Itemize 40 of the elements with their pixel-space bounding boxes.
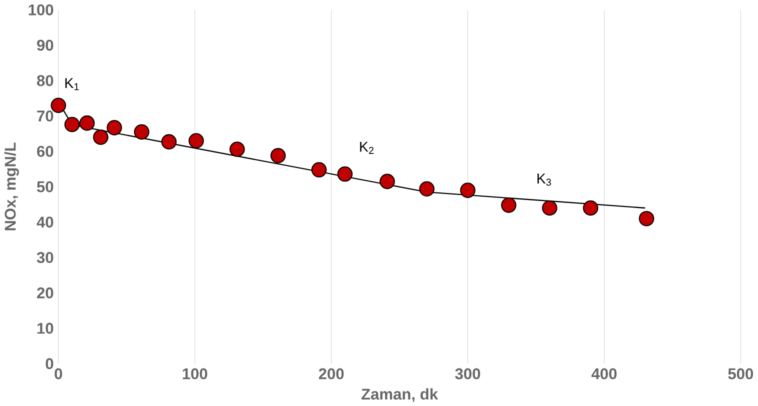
y-tick-label: 40: [36, 216, 54, 228]
point: [106, 120, 122, 136]
x-tick-label: 400: [591, 368, 617, 380]
annotation: K$_{3}$: [538, 174, 551, 186]
point: [134, 124, 150, 140]
point: [188, 132, 204, 148]
annotation: K$_{2}$: [360, 142, 374, 154]
point: [161, 134, 177, 150]
x-tick-label: 500: [728, 368, 754, 380]
y-tick-label: 30: [36, 252, 54, 263]
y-tick-label: 100: [28, 4, 54, 16]
annotation: K$_{1}$: [65, 78, 79, 90]
y-tick-label: 10: [37, 322, 54, 334]
point: [79, 115, 95, 131]
y-tick-label: 50: [36, 181, 54, 192]
y-tick-label: 20: [37, 287, 54, 298]
point: [501, 197, 516, 213]
point: [311, 162, 327, 178]
x-tick-label: 100: [182, 368, 208, 380]
point: [638, 210, 654, 226]
y-tick-label: 70: [37, 110, 54, 122]
point: [380, 174, 395, 189]
point: [93, 129, 108, 145]
point: [419, 181, 434, 196]
x-tick-label: 0: [54, 368, 62, 380]
point: [582, 200, 598, 216]
point: [337, 166, 353, 182]
y-tick-label: 0: [46, 358, 54, 370]
point: [460, 182, 476, 198]
point: [270, 148, 286, 164]
point: [64, 116, 80, 132]
y-axis-title: NOx, mgN/L: [4, 142, 19, 230]
y-tick-label: 80: [36, 74, 54, 86]
y-tick-label: 90: [37, 40, 54, 51]
x-tick-label: 300: [455, 368, 480, 380]
y-tick-label: 60: [37, 146, 54, 157]
x-axis-title: Zaman, dk: [361, 388, 438, 402]
point: [542, 200, 558, 216]
point: [230, 141, 245, 157]
x-tick-label: 200: [318, 368, 344, 380]
